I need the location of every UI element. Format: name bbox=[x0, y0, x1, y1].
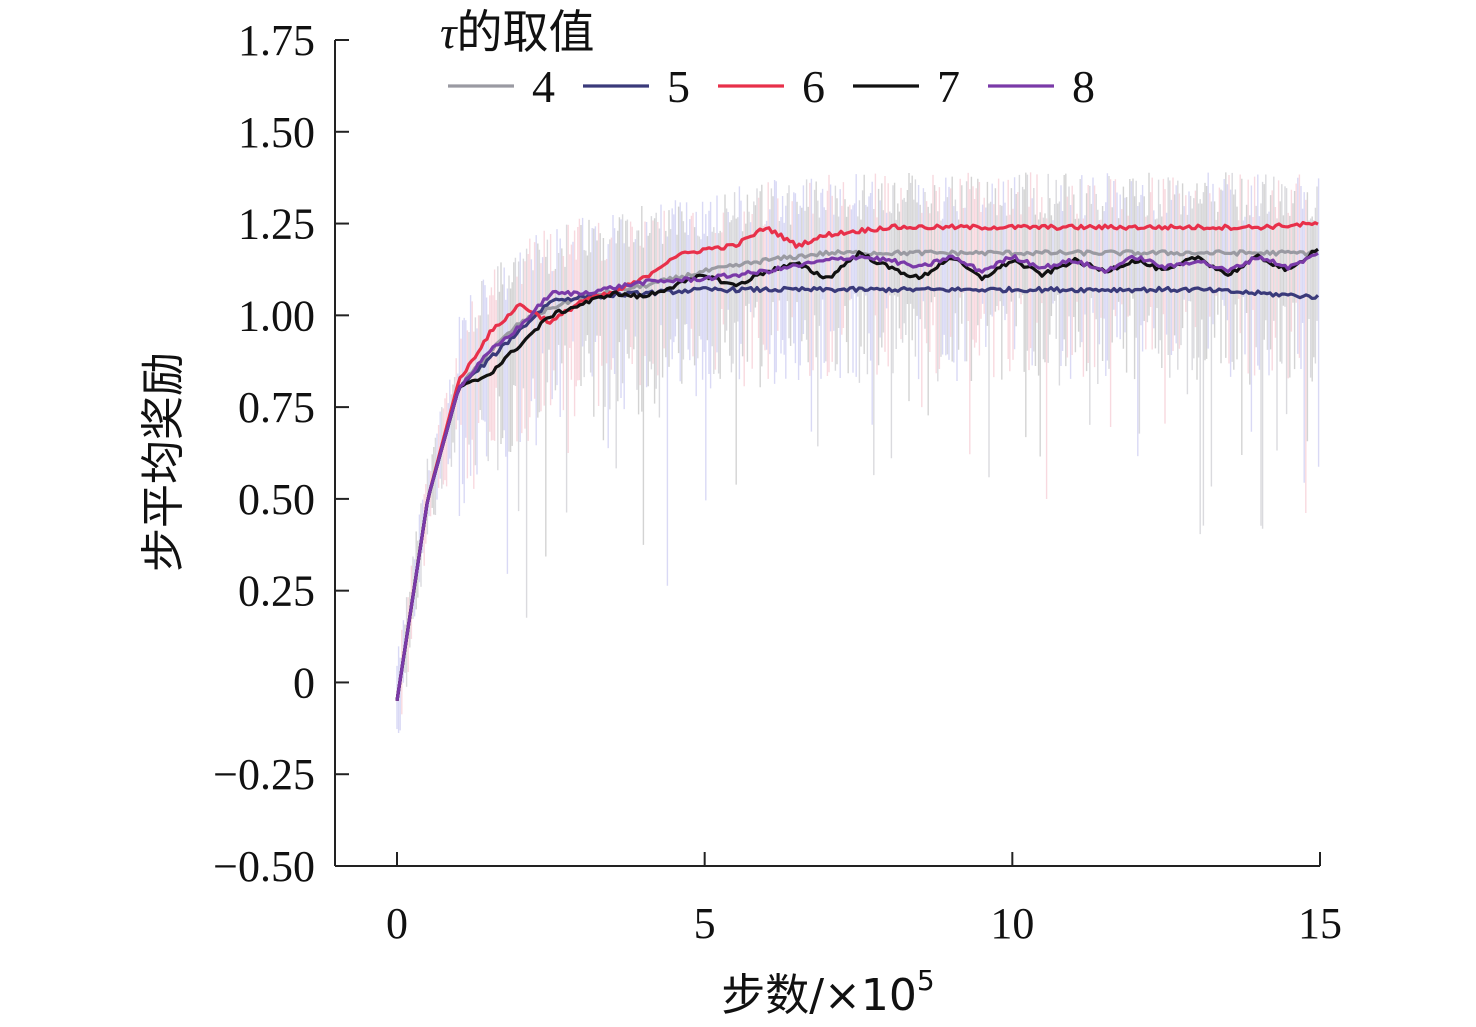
y-tick-label: 0 bbox=[293, 658, 315, 707]
y-tick-label: 0.25 bbox=[238, 567, 315, 616]
x-tick-label: 0 bbox=[386, 899, 408, 948]
x-axis-title-main: 步数/×10 bbox=[721, 970, 917, 1021]
y-tick-label: 1.50 bbox=[238, 108, 315, 157]
legend-label-7: 7 bbox=[937, 61, 960, 112]
series-lines bbox=[395, 220, 1320, 702]
ticks: −0.50 −0.25 0 0.25 0.50 0.75 1.00 1.25 1.50 1.75 0… bbox=[213, 16, 1342, 948]
y-tick-label: 1.00 bbox=[238, 291, 315, 340]
y-tick-label: 1.75 bbox=[238, 16, 315, 65]
legend-title-symbol: τ bbox=[440, 7, 458, 58]
legend-title-text: 的取值 bbox=[456, 5, 594, 59]
y-tick-label: −0.25 bbox=[213, 750, 315, 799]
series-line-6 bbox=[395, 220, 1319, 702]
axes bbox=[334, 40, 1320, 867]
raw-noise-band bbox=[396, 172, 1320, 734]
legend-label-8: 8 bbox=[1072, 61, 1095, 112]
y-tick-label: 1.25 bbox=[238, 200, 315, 249]
x-tick-label: 10 bbox=[990, 899, 1034, 948]
x-axis-title-exponent: 5 bbox=[917, 964, 935, 997]
series-line-5 bbox=[395, 285, 1320, 702]
legend: τ的取值 4 5 6 7 8 bbox=[440, 5, 1095, 112]
x-tick-label: 15 bbox=[1298, 899, 1342, 948]
y-tick-label: 0.50 bbox=[238, 475, 315, 524]
y-axis-title: 步平均奖励 bbox=[138, 352, 189, 572]
legend-label-5: 5 bbox=[667, 61, 690, 112]
legend-label-6: 6 bbox=[802, 61, 825, 112]
y-tick-label: 0.75 bbox=[238, 383, 315, 432]
x-tick-label: 5 bbox=[694, 899, 716, 948]
series-line-8 bbox=[395, 251, 1319, 702]
legend-title: τ的取值 bbox=[440, 5, 594, 59]
legend-label-4: 4 bbox=[532, 61, 555, 112]
legend-entries: 4 5 6 7 8 bbox=[448, 61, 1095, 112]
x-axis-title: 步数/×105 bbox=[721, 964, 935, 1021]
y-tick-label: −0.50 bbox=[213, 842, 315, 891]
